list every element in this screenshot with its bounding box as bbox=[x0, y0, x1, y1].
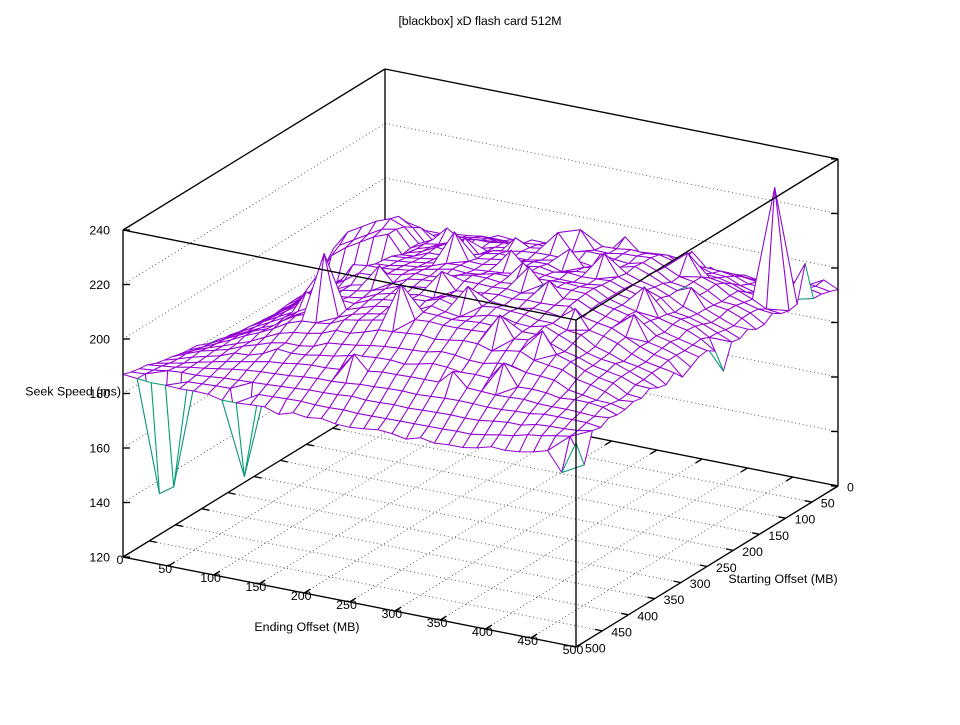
svg-text:120: 120 bbox=[89, 550, 110, 564]
svg-text:50: 50 bbox=[158, 562, 172, 576]
svg-text:100: 100 bbox=[200, 571, 221, 585]
svg-text:0: 0 bbox=[847, 481, 854, 495]
svg-text:0: 0 bbox=[117, 553, 124, 567]
svg-text:[blackbox] xD flash card 512M: [blackbox] xD flash card 512M bbox=[398, 14, 561, 28]
svg-text:220: 220 bbox=[89, 278, 110, 292]
svg-text:500: 500 bbox=[563, 643, 584, 657]
svg-text:500: 500 bbox=[585, 642, 606, 656]
svg-text:200: 200 bbox=[291, 589, 312, 603]
svg-text:200: 200 bbox=[742, 545, 763, 559]
svg-text:250: 250 bbox=[336, 598, 357, 612]
svg-text:150: 150 bbox=[768, 529, 789, 543]
svg-text:350: 350 bbox=[664, 593, 685, 607]
svg-text:450: 450 bbox=[517, 634, 538, 648]
svg-text:350: 350 bbox=[427, 616, 448, 630]
svg-text:400: 400 bbox=[472, 625, 493, 639]
svg-text:Seek Speed (ms): Seek Speed (ms) bbox=[25, 385, 121, 399]
svg-text:140: 140 bbox=[89, 496, 110, 510]
svg-text:160: 160 bbox=[89, 441, 110, 455]
svg-text:Ending Offset (MB): Ending Offset (MB) bbox=[254, 620, 359, 634]
svg-text:400: 400 bbox=[637, 609, 658, 623]
svg-text:240: 240 bbox=[89, 223, 110, 237]
svg-text:300: 300 bbox=[690, 577, 711, 591]
svg-text:450: 450 bbox=[611, 625, 632, 639]
svg-text:300: 300 bbox=[381, 607, 402, 621]
svg-text:50: 50 bbox=[821, 497, 835, 511]
svg-text:200: 200 bbox=[89, 332, 110, 346]
svg-text:150: 150 bbox=[246, 580, 267, 594]
svg-text:100: 100 bbox=[795, 513, 816, 527]
svg-text:Starting Offset (MB): Starting Offset (MB) bbox=[728, 572, 837, 586]
